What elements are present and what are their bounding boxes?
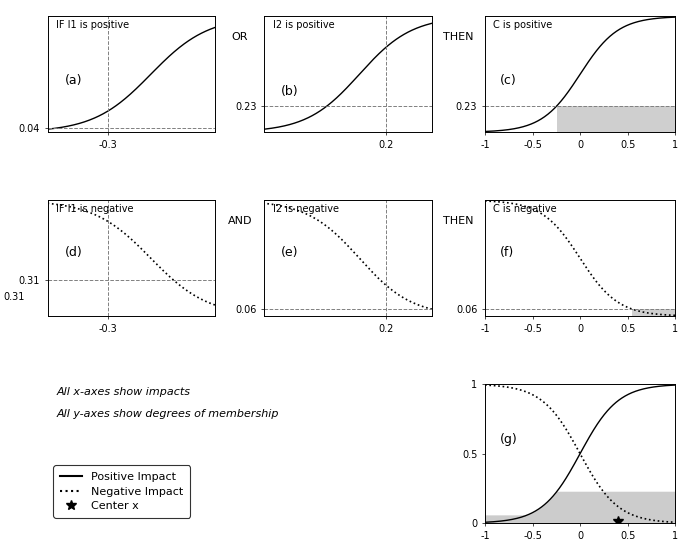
Text: OR: OR	[232, 32, 248, 42]
Text: All y-axes show degrees of membership: All y-axes show degrees of membership	[57, 409, 279, 419]
Text: THEN: THEN	[443, 216, 473, 226]
Text: C is positive: C is positive	[492, 20, 552, 30]
Text: (d): (d)	[65, 246, 83, 259]
Text: (g): (g)	[500, 433, 518, 446]
Text: (b): (b)	[281, 85, 299, 98]
Text: C is negative: C is negative	[492, 204, 557, 214]
Text: (a): (a)	[65, 74, 82, 87]
Text: AND: AND	[228, 216, 252, 226]
Text: I2 is positive: I2 is positive	[273, 20, 334, 30]
Text: I2 is negative: I2 is negative	[273, 204, 339, 214]
Text: (f): (f)	[500, 246, 514, 259]
Text: (e): (e)	[281, 246, 299, 259]
Text: All x-axes show impacts: All x-axes show impacts	[57, 387, 190, 397]
Text: 0.31: 0.31	[3, 292, 25, 302]
Text: THEN: THEN	[443, 32, 473, 42]
Text: IF I1 is positive: IF I1 is positive	[56, 20, 129, 30]
Text: IF I1 is negative: IF I1 is negative	[56, 204, 134, 214]
Text: (c): (c)	[500, 74, 517, 87]
Legend: Positive Impact, Negative Impact, Center x: Positive Impact, Negative Impact, Center…	[53, 465, 190, 518]
